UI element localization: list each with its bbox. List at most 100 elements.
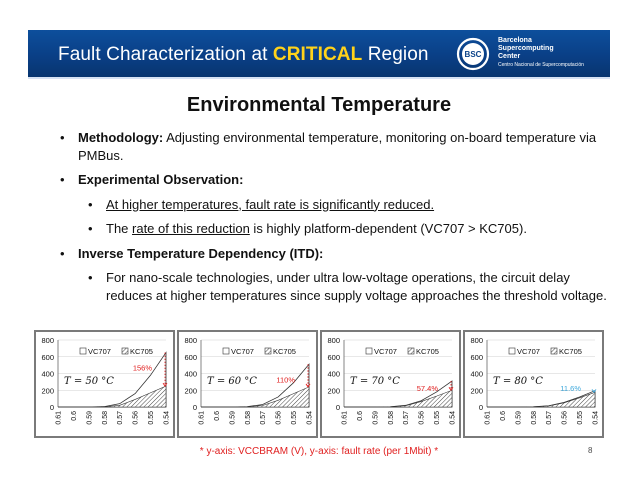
x-tick-label: 0.54 — [593, 411, 600, 425]
x-tick-label: 0.6 — [214, 411, 221, 421]
legend-vc707-label: VC707 — [517, 347, 540, 356]
chart-50c-svg: 0 200 400 600 800 0.61 0.6 0.59 0.58 0.57 0.56 0.55… — [41, 336, 171, 425]
y-tick-label: 0 — [193, 403, 197, 412]
x-tick-label: 0.55 — [434, 411, 441, 425]
chart-80c: 0 200 400 600 800 0.61 0.6 0.59 0.58 0.57 0.56 0.55… — [463, 330, 604, 438]
logo-line1: Barcelona — [498, 37, 532, 44]
legend-kc705-swatch — [121, 347, 129, 355]
chart-60c-svg: 0 200 400 600 800 0.61 0.6 0.59 0.58 0.57 0.56 0.55… — [184, 336, 313, 425]
y-tick-label: 400 — [184, 370, 197, 379]
bullet-observation: Experimental Observation: — [58, 171, 618, 189]
y-tick-label: 800 — [470, 336, 483, 345]
y-tick-label: 0 — [50, 403, 54, 412]
slide-title: Environmental Temperature — [186, 94, 452, 116]
temperature-label: T = 70 °C — [350, 376, 400, 387]
y-tick-label: 800 — [184, 336, 197, 345]
x-tick-label: 0.56 — [562, 411, 569, 425]
x-tick-label: 0.61 — [199, 411, 206, 425]
legend-vc707-label: VC707 — [374, 347, 397, 356]
chart-50c: 0 200 400 600 800 0.61 0.6 0.59 0.58 0.57 0.56 0.55… — [34, 330, 175, 438]
legend-vc707-swatch — [508, 347, 516, 355]
x-tick-label: 0.59 — [515, 411, 522, 425]
x-tick-label: 0.55 — [577, 411, 584, 425]
y-tick-label: 0 — [336, 403, 340, 412]
methodology-text: Adjusting environmental temperature, mon… — [78, 130, 597, 163]
x-tick-label: 0.55 — [291, 411, 298, 425]
legend-vc707-swatch — [79, 347, 87, 355]
x-tick-label: 0.6 — [71, 411, 78, 421]
x-tick-label: 0.58 — [388, 411, 395, 425]
x-tick-label: 0.6 — [500, 411, 507, 421]
y-tick-label: 200 — [41, 386, 54, 395]
x-tick-label: 0.59 — [86, 411, 93, 425]
bullet-obs2: The rate of this reduction is highly pla… — [86, 220, 618, 238]
y-tick-label: 800 — [41, 336, 54, 345]
legend-vc707-label: VC707 — [231, 347, 254, 356]
bsc-logo-icon: BSC — [456, 37, 490, 71]
legend-kc705-label: KC705 — [130, 347, 153, 356]
obs2-pre: The — [106, 221, 133, 236]
temperature-label: T = 60 °C — [207, 376, 257, 387]
annotation-arrow — [591, 389, 597, 394]
annotation-label: 110% — [276, 375, 295, 384]
bullet-methodology: Methodology: Adjusting environmental tem… — [58, 129, 618, 164]
temperature-label: T = 80 °C — [493, 376, 543, 387]
obs2-link: rate of this reduction — [132, 221, 250, 236]
x-tick-label: 0.56 — [133, 411, 140, 425]
temperature-label: T = 50 °C — [64, 376, 114, 387]
x-tick-label: 0.56 — [419, 411, 426, 425]
x-tick-label: 0.6 — [357, 411, 364, 421]
legend-kc705-label: KC705 — [416, 347, 439, 356]
logo-mark-text: BSC — [465, 50, 482, 59]
x-tick-label: 0.59 — [372, 411, 379, 425]
x-tick-label: 0.57 — [546, 411, 553, 425]
annotation-arrow — [448, 387, 454, 392]
x-tick-label: 0.61 — [56, 411, 63, 425]
bullet-obs1: At higher temperatures, fault rate is si… — [86, 196, 618, 214]
x-tick-label: 0.58 — [102, 411, 109, 425]
y-tick-label: 200 — [184, 386, 197, 395]
x-tick-label: 0.57 — [260, 411, 267, 425]
legend-kc705-label: KC705 — [559, 347, 582, 356]
header-bar: Fault Characterization at CRITICAL Regio… — [28, 30, 610, 79]
x-tick-label: 0.54 — [164, 411, 171, 425]
legend: VC707 KC705 — [508, 347, 582, 356]
y-tick-label: 600 — [184, 353, 197, 362]
bsc-logo: BSC Barcelona Supercomputing Center Cent… — [456, 34, 606, 74]
title-accent: CRITICAL — [272, 44, 363, 65]
legend-kc705-swatch — [407, 347, 415, 355]
y-tick-label: 600 — [470, 353, 483, 362]
x-tick-label: 0.55 — [148, 411, 155, 425]
x-tick-label: 0.57 — [403, 411, 410, 425]
legend: VC707 KC705 — [365, 347, 439, 356]
legend-vc707-label: VC707 — [88, 347, 111, 356]
legend-vc707-swatch — [365, 347, 373, 355]
y-tick-label: 200 — [327, 386, 340, 395]
series-kc705-area — [487, 391, 596, 408]
footnote: * y-axis: VCCBRAM (V), y-axis: fault rat… — [199, 446, 439, 457]
logo-subtitle: Centro Nacional de Supercomputación — [498, 62, 584, 68]
chart-70c-svg: 0 200 400 600 800 0.61 0.6 0.59 0.58 0.57 0.56 0.55… — [327, 336, 456, 425]
y-tick-label: 600 — [327, 353, 340, 362]
logo-line3: Center — [498, 53, 521, 60]
series-kc705-area — [201, 386, 310, 408]
x-tick-label: 0.58 — [531, 411, 538, 425]
series-kc705-area — [58, 385, 167, 408]
title-prefix: Fault Characterization at — [58, 44, 273, 65]
logo-line2: Supercomputing — [498, 45, 554, 52]
x-tick-label: 0.61 — [342, 411, 349, 425]
chart-80c-svg: 0 200 400 600 800 0.61 0.6 0.59 0.58 0.57 0.56 0.55… — [470, 336, 600, 425]
legend-vc707-swatch — [222, 347, 230, 355]
x-tick-label: 0.59 — [229, 411, 236, 425]
x-tick-label: 0.61 — [485, 411, 492, 425]
observation-label: Experimental Observation: — [78, 172, 244, 187]
title-suffix: Region — [362, 44, 429, 65]
legend-kc705-swatch — [264, 347, 272, 355]
annotation-label: 57.4% — [417, 384, 439, 393]
annotation-arrow — [305, 383, 311, 388]
y-tick-label: 400 — [41, 370, 54, 379]
logo-text: Barcelona Supercomputing Center Centro N… — [498, 37, 584, 69]
chart-70c: 0 200 400 600 800 0.61 0.6 0.59 0.58 0.57 0.56 0.55… — [320, 330, 461, 438]
x-tick-label: 0.57 — [117, 411, 124, 425]
itd-text: For nano-scale technologies, under ultra… — [106, 270, 607, 303]
